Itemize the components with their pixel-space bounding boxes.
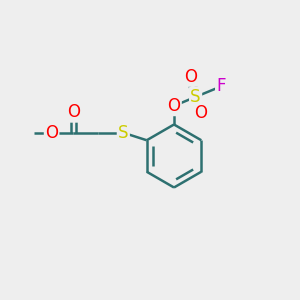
Text: S: S: [190, 88, 201, 106]
Text: O: O: [184, 68, 197, 85]
Text: O: O: [67, 103, 80, 122]
Text: O: O: [45, 124, 58, 142]
Text: F: F: [216, 77, 226, 95]
Text: O: O: [194, 104, 208, 122]
Text: S: S: [118, 124, 129, 142]
Text: O: O: [167, 97, 181, 115]
